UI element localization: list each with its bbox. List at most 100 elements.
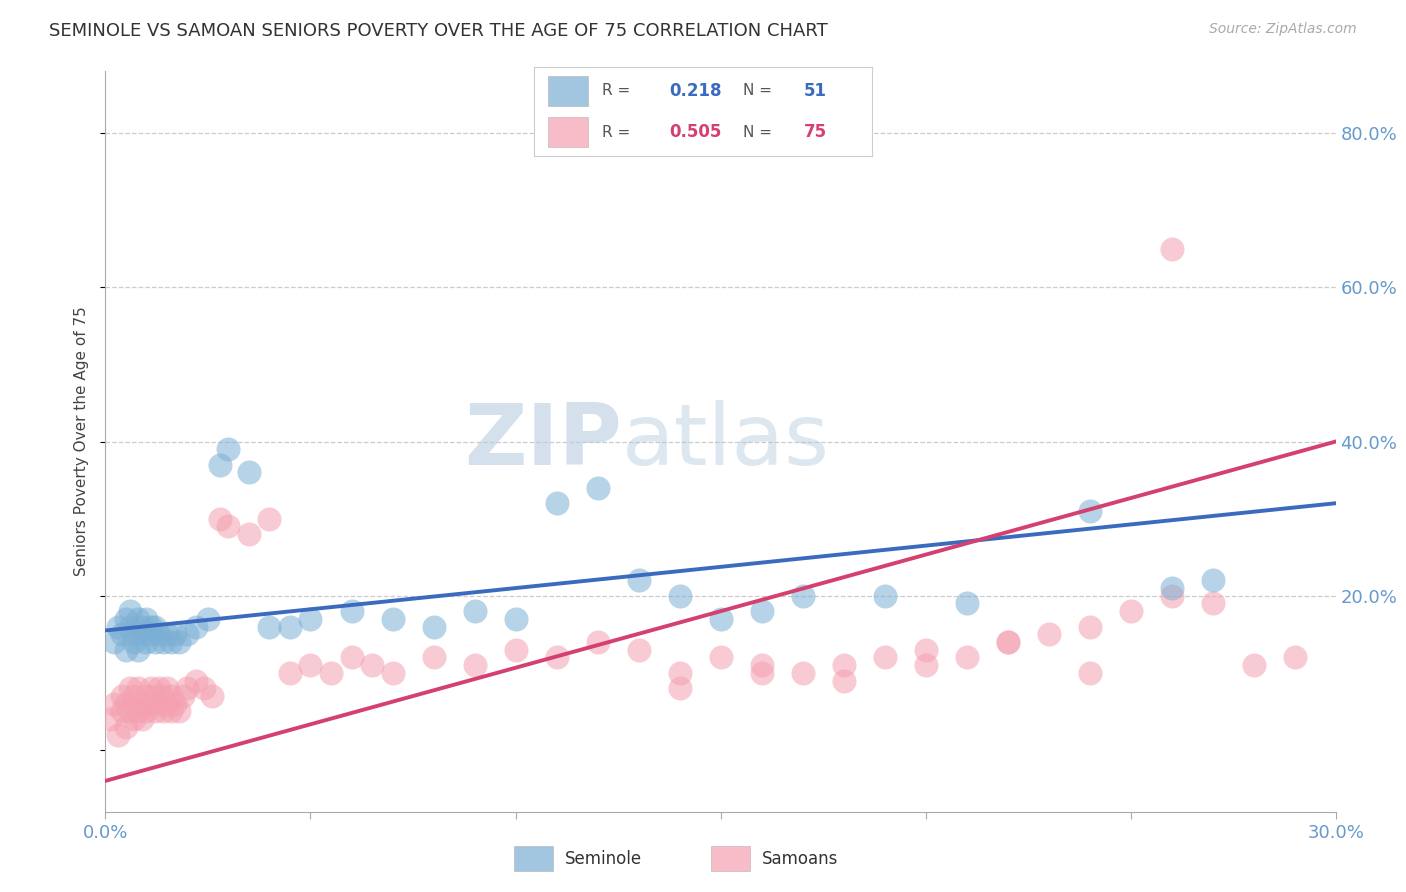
Point — [160, 635, 183, 649]
Point — [156, 681, 179, 696]
Point — [299, 658, 322, 673]
Point — [278, 619, 301, 633]
Point — [115, 612, 138, 626]
Point — [751, 658, 773, 673]
Point — [143, 705, 166, 719]
Point — [1160, 581, 1182, 595]
Point — [176, 681, 198, 696]
Point — [997, 635, 1019, 649]
Point — [152, 635, 174, 649]
Point — [586, 635, 609, 649]
Point — [103, 697, 125, 711]
Point — [201, 689, 224, 703]
Point — [1202, 574, 1225, 588]
Point — [148, 697, 170, 711]
Text: SEMINOLE VS SAMOAN SENIORS POVERTY OVER THE AGE OF 75 CORRELATION CHART: SEMINOLE VS SAMOAN SENIORS POVERTY OVER … — [49, 22, 828, 40]
Point — [381, 612, 404, 626]
Point — [184, 619, 207, 633]
Point — [1202, 597, 1225, 611]
Point — [122, 635, 145, 649]
FancyBboxPatch shape — [711, 847, 751, 871]
Point — [193, 681, 215, 696]
Point — [238, 527, 260, 541]
Point — [135, 635, 157, 649]
Point — [127, 681, 149, 696]
Point — [107, 619, 129, 633]
Text: R =: R = — [602, 84, 636, 98]
FancyBboxPatch shape — [548, 117, 588, 147]
Point — [422, 650, 444, 665]
Point — [340, 650, 363, 665]
Point — [873, 650, 896, 665]
Point — [122, 689, 145, 703]
Text: N =: N = — [744, 84, 778, 98]
Point — [668, 665, 690, 680]
FancyBboxPatch shape — [548, 76, 588, 106]
Point — [131, 712, 153, 726]
Point — [103, 635, 125, 649]
Point — [197, 612, 219, 626]
Point — [131, 627, 153, 641]
Point — [135, 705, 157, 719]
Point — [169, 705, 191, 719]
Point — [143, 635, 166, 649]
Point — [1078, 665, 1101, 680]
Point — [148, 627, 170, 641]
Point — [1243, 658, 1265, 673]
Point — [340, 604, 363, 618]
Point — [218, 442, 240, 457]
Point — [131, 619, 153, 633]
Point — [832, 658, 855, 673]
Point — [1119, 604, 1142, 618]
Point — [914, 658, 936, 673]
Point — [997, 635, 1019, 649]
Point — [172, 689, 194, 703]
Point — [135, 689, 157, 703]
Point — [792, 665, 814, 680]
Point — [127, 642, 149, 657]
Point — [120, 604, 141, 618]
Point — [120, 681, 141, 696]
Point — [319, 665, 342, 680]
Text: 75: 75 — [804, 123, 827, 141]
Point — [115, 697, 138, 711]
Point — [209, 458, 232, 472]
Point — [218, 519, 240, 533]
Point — [1038, 627, 1060, 641]
Point — [710, 612, 733, 626]
Point — [139, 627, 162, 641]
Text: 51: 51 — [804, 82, 827, 100]
Point — [751, 604, 773, 618]
Point — [381, 665, 404, 680]
Point — [361, 658, 384, 673]
Text: ZIP: ZIP — [464, 400, 621, 483]
Point — [152, 689, 174, 703]
Point — [122, 627, 145, 641]
Point — [98, 712, 121, 726]
Point — [1284, 650, 1306, 665]
Point — [143, 619, 166, 633]
Point — [668, 589, 690, 603]
Point — [127, 705, 149, 719]
Point — [139, 619, 162, 633]
Point — [832, 673, 855, 688]
Y-axis label: Seniors Poverty Over the Age of 75: Seniors Poverty Over the Age of 75 — [75, 307, 90, 576]
Point — [131, 697, 153, 711]
Text: R =: R = — [602, 125, 636, 139]
Point — [505, 642, 527, 657]
Point — [111, 705, 134, 719]
Point — [111, 627, 134, 641]
Point — [586, 481, 609, 495]
Point — [1078, 619, 1101, 633]
Point — [546, 650, 568, 665]
Point — [259, 619, 281, 633]
Point — [627, 574, 650, 588]
Point — [169, 635, 191, 649]
Point — [238, 466, 260, 480]
Point — [148, 681, 170, 696]
Point — [710, 650, 733, 665]
Point — [1160, 589, 1182, 603]
Point — [139, 697, 162, 711]
Point — [668, 681, 690, 696]
Point — [156, 627, 179, 641]
